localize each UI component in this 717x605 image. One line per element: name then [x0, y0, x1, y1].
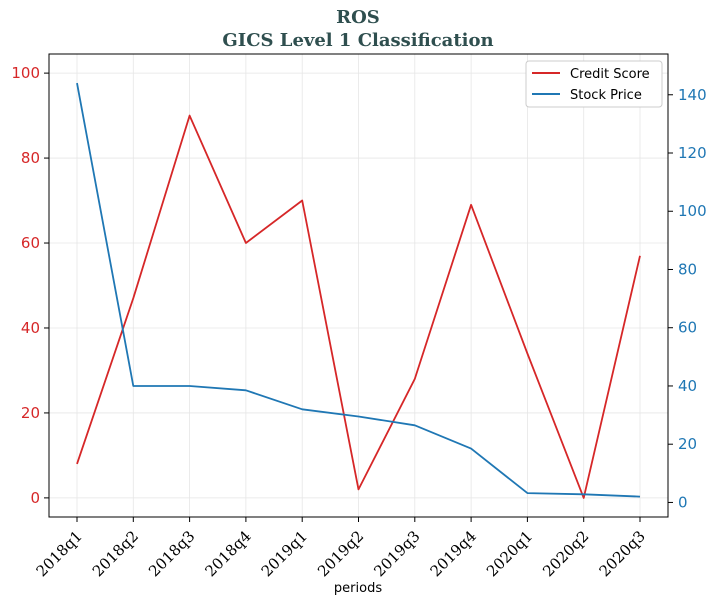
legend-label-credit-score: Credit Score [570, 67, 650, 82]
left-tick-label: 0 [30, 489, 40, 507]
x-tick-label: 2020q3 [596, 527, 649, 580]
x-tick-label: 2020q2 [539, 527, 592, 580]
x-axis-label: periods [334, 581, 382, 596]
right-tick-label: 120 [678, 144, 707, 162]
series-lines [76, 82, 641, 499]
left-axis-ticks: 0 20 40 60 80 100 [11, 64, 49, 507]
left-tick-label: 100 [11, 64, 40, 82]
x-axis-ticks: 2018q1 2018q2 2018q3 2018q4 2019q1 2019q2 2019… [33, 517, 649, 580]
right-axis-ticks: 0 20 40 60 80 100 120 140 [668, 86, 707, 511]
right-tick-label: 80 [678, 260, 697, 278]
right-tick-label: 140 [678, 86, 707, 104]
right-tick-label: 20 [678, 435, 697, 453]
x-tick-label: 2019q4 [427, 527, 480, 580]
x-tick-label: 2019q2 [314, 527, 367, 580]
x-tick-label: 2018q4 [201, 527, 254, 580]
right-tick-label: 60 [678, 319, 697, 337]
right-tick-label: 100 [678, 202, 707, 220]
series-line-credit-score [76, 114, 641, 499]
x-tick-label: 2018q2 [89, 527, 142, 580]
left-tick-label: 60 [21, 234, 40, 252]
legend: Credit Score Stock Price [525, 60, 663, 108]
right-tick-label: 0 [678, 493, 688, 511]
x-tick-label: 2020q1 [483, 527, 536, 580]
chart-title: ROS [336, 7, 380, 28]
left-tick-label: 20 [21, 404, 40, 422]
chart-subtitle: GICS Level 1 Classification [222, 30, 493, 51]
legend-label-stock-price: Stock Price [570, 88, 642, 103]
right-tick-label: 40 [678, 377, 697, 395]
plot-frame [48, 53, 669, 518]
left-tick-label: 40 [21, 319, 40, 337]
x-tick-label: 2019q1 [258, 527, 311, 580]
x-tick-label: 2019q3 [370, 527, 423, 580]
x-tick-label: 2018q1 [33, 527, 86, 580]
x-tick-label: 2018q3 [145, 527, 198, 580]
series-line-stock-price [76, 82, 641, 498]
grid-lines [49, 54, 668, 517]
left-tick-label: 80 [21, 149, 40, 167]
